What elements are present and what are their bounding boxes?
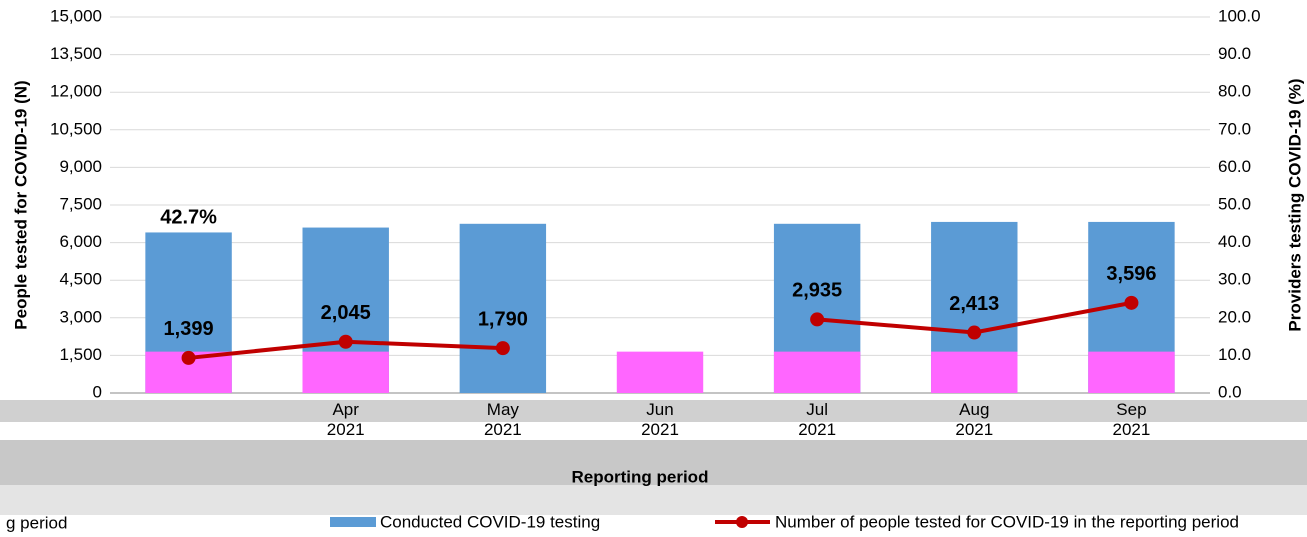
x-tick-label: Apr 2021 xyxy=(327,400,365,439)
point xyxy=(181,350,196,365)
y2-tick-label: 30.0 xyxy=(1218,270,1251,289)
point xyxy=(810,312,825,327)
band xyxy=(0,440,1307,485)
bar xyxy=(931,351,1018,393)
bar xyxy=(302,351,389,393)
x-tick-label: Jul 2021 xyxy=(798,400,836,439)
y-tick-label: 12,000 xyxy=(50,82,102,101)
y2-tick-label: 10.0 xyxy=(1218,345,1251,364)
point xyxy=(338,334,353,349)
legend-label: Number of people tested for COVID-19 in … xyxy=(775,512,1239,531)
legend-label: Conducted COVID-19 testing xyxy=(380,512,600,531)
y2-tick-label: 100.0 xyxy=(1218,6,1261,25)
y-tick-label: 4,500 xyxy=(59,270,102,289)
point xyxy=(967,325,982,340)
data-label: 2,413 xyxy=(949,293,999,315)
band xyxy=(0,485,1307,515)
y2-axis-title: Providers testing COVID-19 (%) xyxy=(1285,78,1304,331)
x-tick-label: May 2021 xyxy=(484,400,522,439)
y2-tick-label: 20.0 xyxy=(1218,307,1251,326)
y-tick-label: 6,000 xyxy=(59,232,102,251)
data-label: 1,399 xyxy=(164,318,214,340)
y2-tick-label: 50.0 xyxy=(1218,194,1251,213)
point xyxy=(495,341,510,356)
data-label: 3,596 xyxy=(1106,263,1156,285)
y2-tick-label: 70.0 xyxy=(1218,119,1251,138)
y-tick-label: 9,000 xyxy=(59,157,102,176)
data-label: 2,045 xyxy=(321,302,371,324)
y-tick-label: 7,500 xyxy=(59,194,102,213)
point xyxy=(1124,295,1139,310)
legend-swatch xyxy=(736,516,748,528)
y-tick-label: 0 xyxy=(93,382,102,401)
y2-tick-label: 90.0 xyxy=(1218,44,1251,63)
x-tick-label: Jun 2021 xyxy=(641,400,679,439)
data-label: 2,935 xyxy=(792,280,842,302)
bar xyxy=(773,351,861,393)
bar xyxy=(459,223,547,393)
y-tick-label: 13,500 xyxy=(50,44,102,63)
bar xyxy=(1088,351,1175,393)
legend-fragment: g period xyxy=(6,513,67,532)
data-label: 1,790 xyxy=(478,308,528,330)
legend-swatch xyxy=(330,517,376,527)
y-axis-title: People tested for COVID-19 (N) xyxy=(11,80,30,329)
band xyxy=(0,400,1307,422)
y-tick-label: 3,000 xyxy=(59,307,102,326)
bar xyxy=(616,351,704,393)
y2-tick-label: 0.0 xyxy=(1218,382,1242,401)
y-tick-label: 15,000 xyxy=(50,6,102,25)
x-axis-title: Reporting period xyxy=(572,467,709,486)
y2-tick-label: 40.0 xyxy=(1218,232,1251,251)
y-tick-label: 1,500 xyxy=(59,345,102,364)
data-label: 42.7% xyxy=(160,207,217,229)
y-tick-label: 10,500 xyxy=(50,119,102,138)
y2-tick-label: 80.0 xyxy=(1218,82,1251,101)
y2-tick-label: 60.0 xyxy=(1218,157,1251,176)
x-tick-label: Sep 2021 xyxy=(1113,400,1151,439)
x-tick-label: Aug 2021 xyxy=(955,400,993,439)
